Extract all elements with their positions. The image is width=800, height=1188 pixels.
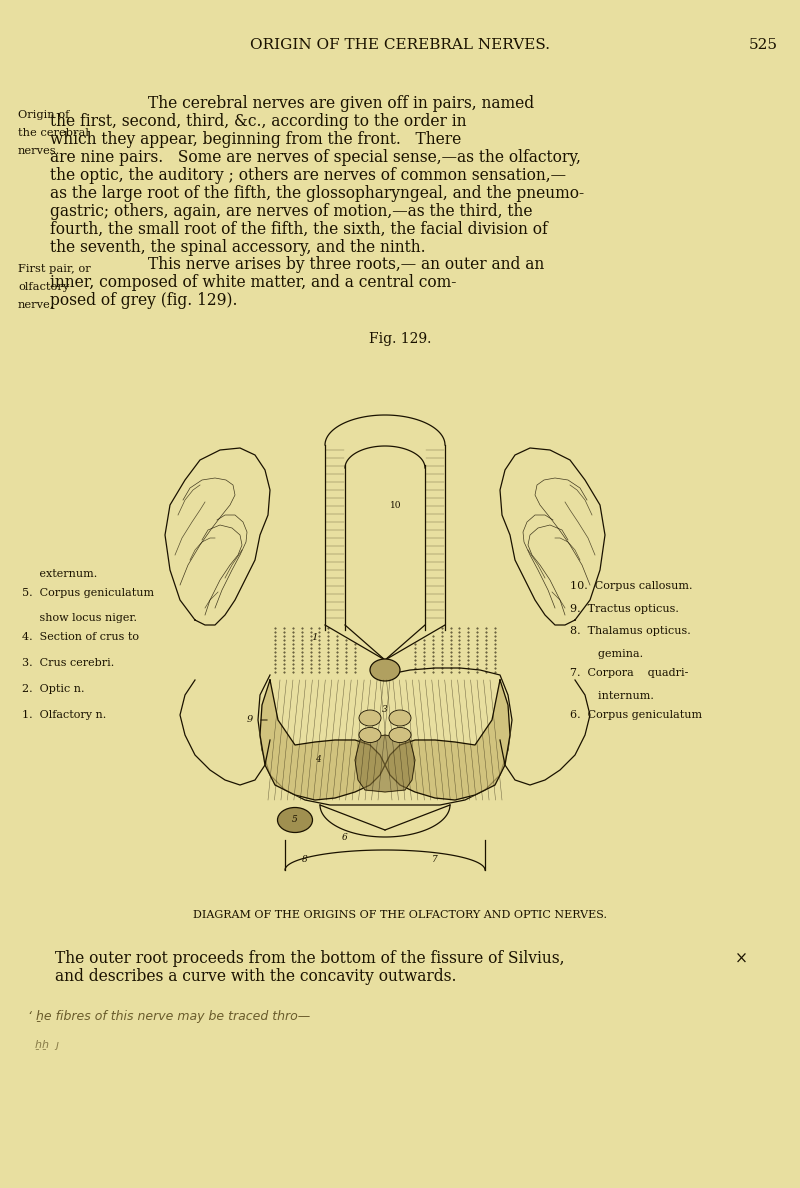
Text: externum.: externum. bbox=[22, 569, 98, 579]
Text: 1.  Olfactory n.: 1. Olfactory n. bbox=[22, 710, 106, 720]
Ellipse shape bbox=[389, 727, 411, 742]
Text: the first, second, third, &c., according to the order in: the first, second, third, &c., according… bbox=[50, 113, 466, 129]
Text: gemina.: gemina. bbox=[570, 649, 643, 658]
Polygon shape bbox=[355, 735, 415, 792]
Text: First pair, or: First pair, or bbox=[18, 264, 90, 274]
Text: nerve.: nerve. bbox=[18, 301, 54, 310]
Text: 4.  Section of crus to: 4. Section of crus to bbox=[22, 632, 139, 642]
Text: olfactory: olfactory bbox=[18, 282, 70, 292]
Ellipse shape bbox=[389, 710, 411, 726]
Polygon shape bbox=[260, 680, 385, 800]
Text: This nerve arises by three roots,— an outer and an: This nerve arises by three roots,— an ou… bbox=[148, 255, 544, 273]
Text: 5: 5 bbox=[292, 815, 298, 824]
Polygon shape bbox=[385, 680, 510, 800]
Text: 8: 8 bbox=[302, 855, 308, 865]
Text: The cerebral nerves are given off in pairs, named: The cerebral nerves are given off in pai… bbox=[148, 95, 534, 112]
Text: 1: 1 bbox=[312, 633, 318, 643]
Text: 6.  Corpus geniculatum: 6. Corpus geniculatum bbox=[570, 710, 702, 720]
Text: ×: × bbox=[735, 950, 748, 967]
Text: show locus niger.: show locus niger. bbox=[22, 613, 137, 623]
Text: are nine pairs.   Some are nerves of special sense,—as the olfactory,: are nine pairs. Some are nerves of speci… bbox=[50, 148, 581, 166]
Ellipse shape bbox=[359, 710, 381, 726]
Text: 10.  Corpus callosum.: 10. Corpus callosum. bbox=[570, 581, 693, 590]
Text: 2.  Optic n.: 2. Optic n. bbox=[22, 684, 85, 694]
Text: 3: 3 bbox=[382, 706, 388, 714]
Text: and describes a curve with the concavity outwards.: and describes a curve with the concavity… bbox=[55, 968, 457, 985]
Text: 5.  Corpus geniculatum: 5. Corpus geniculatum bbox=[22, 588, 154, 598]
Text: which they appear, beginning from the front.   There: which they appear, beginning from the fr… bbox=[50, 131, 462, 148]
Text: 9.  Tractus opticus.: 9. Tractus opticus. bbox=[570, 604, 679, 613]
Text: gastric; others, again, are nerves of motion,—as the third, the: gastric; others, again, are nerves of mo… bbox=[50, 203, 533, 220]
Text: 4: 4 bbox=[315, 756, 321, 765]
Text: Fig. 129.: Fig. 129. bbox=[369, 331, 431, 346]
Ellipse shape bbox=[278, 808, 313, 833]
Text: the seventh, the spinal accessory, and the ninth.: the seventh, the spinal accessory, and t… bbox=[50, 239, 426, 255]
Text: 7: 7 bbox=[432, 855, 438, 865]
Text: 7.  Corpora    quadri-: 7. Corpora quadri- bbox=[570, 668, 688, 677]
Text: the optic, the auditory ; others are nerves of common sensation,—: the optic, the auditory ; others are ner… bbox=[50, 168, 566, 184]
Text: 6: 6 bbox=[342, 834, 348, 842]
Text: nerves.: nerves. bbox=[18, 146, 60, 156]
Text: 8.  Thalamus opticus.: 8. Thalamus opticus. bbox=[570, 626, 690, 636]
Text: ORIGIN OF THE CEREBRAL NERVES.: ORIGIN OF THE CEREBRAL NERVES. bbox=[250, 38, 550, 52]
Text: 3.  Crus cerebri.: 3. Crus cerebri. bbox=[22, 658, 114, 668]
Text: The outer root proceeds from the bottom of the fissure of Silvius,: The outer root proceeds from the bottom … bbox=[55, 950, 565, 967]
Text: internum.: internum. bbox=[570, 691, 654, 701]
Text: ẖẖ  ȷ: ẖẖ ȷ bbox=[28, 1040, 66, 1050]
Text: posed of grey (fig. 129).: posed of grey (fig. 129). bbox=[50, 292, 238, 309]
Text: as the large root of the fifth, the glossopharyngeal, and the pneumo-: as the large root of the fifth, the glos… bbox=[50, 185, 584, 202]
Text: inner, composed of white matter, and a central com-: inner, composed of white matter, and a c… bbox=[50, 274, 456, 291]
Text: 2: 2 bbox=[382, 661, 388, 670]
Text: the cerebral: the cerebral bbox=[18, 128, 89, 138]
Text: 9: 9 bbox=[247, 715, 253, 725]
Text: Origin of: Origin of bbox=[18, 110, 70, 120]
Text: 525: 525 bbox=[749, 38, 778, 52]
Text: 10: 10 bbox=[390, 500, 402, 510]
Text: ‘ ẖe fibres of this nerve may be traced thro—: ‘ ẖe fibres of this nerve may be traced … bbox=[28, 1010, 310, 1023]
Ellipse shape bbox=[359, 727, 381, 742]
Ellipse shape bbox=[370, 659, 400, 681]
Text: DIAGRAM OF THE ORIGINS OF THE OLFACTORY AND OPTIC NERVES.: DIAGRAM OF THE ORIGINS OF THE OLFACTORY … bbox=[193, 910, 607, 920]
Text: fourth, the small root of the fifth, the sixth, the facial division of: fourth, the small root of the fifth, the… bbox=[50, 221, 548, 238]
